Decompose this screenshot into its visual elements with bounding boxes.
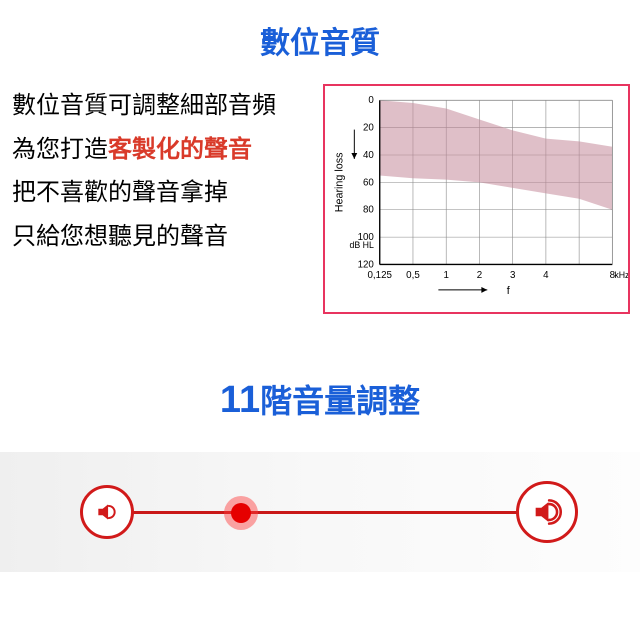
section1-title: 數位音質 — [0, 0, 640, 62]
highlight-text: 客製化的聲音 — [108, 136, 252, 163]
svg-text:dB HL: dB HL — [349, 240, 374, 250]
svg-text:0,5: 0,5 — [406, 270, 420, 281]
speaker-low-icon — [80, 485, 134, 539]
volume-slider[interactable] — [0, 452, 640, 572]
desc-line-2: 為您打造客製化的聲音 — [12, 128, 315, 172]
title2-number: 11 — [220, 379, 260, 421]
svg-text:kHz: kHz — [614, 270, 628, 280]
content-row: 數位音質可調整細部音頻 為您打造客製化的聲音 把不喜歡的聲音拿掉 只給您想聽見的… — [0, 84, 640, 314]
svg-text:20: 20 — [363, 123, 374, 134]
desc-line-4: 只給您想聽見的聲音 — [12, 215, 315, 259]
svg-text:0: 0 — [368, 95, 374, 106]
desc-line-1: 數位音質可調整細部音頻 — [12, 84, 315, 128]
svg-text:40: 40 — [363, 150, 374, 161]
svg-text:3: 3 — [510, 270, 515, 281]
svg-text:2: 2 — [477, 270, 482, 281]
svg-text:80: 80 — [363, 205, 374, 216]
svg-text:1: 1 — [443, 270, 448, 281]
slider-knob[interactable] — [231, 503, 251, 523]
svg-text:f: f — [507, 285, 510, 297]
speaker-high-icon — [516, 481, 578, 543]
svg-text:120: 120 — [358, 259, 375, 270]
desc-line-3: 把不喜歡的聲音拿掉 — [12, 171, 315, 215]
chart-svg: 020406080100120dB HLHearing loss0,1250,5… — [325, 86, 628, 312]
svg-text:60: 60 — [363, 177, 374, 188]
slider-track — [120, 511, 540, 514]
audiogram-chart: 020406080100120dB HLHearing loss0,1250,5… — [323, 84, 630, 314]
section2-title: 11階音量調整 — [0, 376, 640, 422]
svg-text:0,125: 0,125 — [368, 270, 393, 281]
svg-text:4: 4 — [543, 270, 549, 281]
title2-text: 階音量調整 — [260, 383, 420, 419]
svg-text:Hearing loss: Hearing loss — [334, 153, 346, 213]
description-text: 數位音質可調整細部音頻 為您打造客製化的聲音 把不喜歡的聲音拿掉 只給您想聽見的… — [10, 84, 315, 314]
